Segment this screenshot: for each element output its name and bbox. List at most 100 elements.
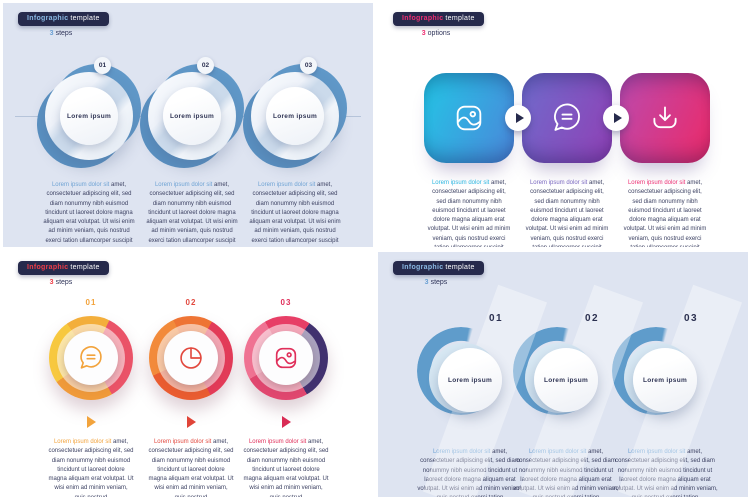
play-icon [515, 113, 524, 123]
ring-center [259, 331, 313, 385]
step-description: Lorem ipsum dolor sit amet, consectetuer… [247, 181, 343, 247]
option-card [620, 73, 710, 163]
description-body: amet, consectetuer adipiscing elit, sed … [525, 180, 609, 247]
count-number: 3 [421, 30, 426, 37]
badge-suffix: template [70, 264, 100, 271]
step-count: 3 steps [18, 30, 104, 37]
step-circle: Lorem ipsum 03 [240, 57, 350, 171]
description-body: amet, consectetuer adipiscing elit, sed … [513, 449, 619, 497]
count-label: options [427, 30, 451, 37]
description-lead: Lorem ipsum dolor sit [432, 449, 491, 455]
image-icon [456, 105, 482, 131]
description-lead: Lorem ipsum dolor sit [627, 449, 686, 455]
download-icon [653, 106, 677, 129]
step-description: Lorem ipsum dolor sit amet, consectetuer… [611, 448, 719, 497]
step-count: 3 steps [393, 279, 479, 286]
badge-brand: Infographic [402, 264, 444, 271]
circle-label-text: Lorem ipsum [272, 112, 318, 120]
step-number-badge: 01 [94, 57, 111, 74]
template-preview-options-gradient[interactable]: Infographic template 3 options Lorem ipsum… [378, 3, 748, 247]
badge-suffix: template [445, 264, 475, 271]
description-body: amet, consectetuer adipiscing elit, sed … [48, 439, 134, 497]
option-count: 3 options [393, 30, 479, 37]
template-preview-steps-blue[interactable]: Infographic template 3 steps Lorem ipsum 0… [3, 3, 373, 247]
option-card [424, 73, 514, 163]
step-description: Lorem ipsum dolor sit amet, consectetuer… [148, 438, 234, 497]
description-body: amet, consectetuer adipiscing elit, sed … [243, 439, 329, 497]
circle-label-text: Lorem ipsum [642, 376, 688, 384]
description-body: amet, consectetuer adipiscing elit, sed … [249, 182, 341, 244]
template-badge: Infographic template [393, 12, 484, 26]
step-ring [49, 316, 133, 400]
ring-center [164, 331, 218, 385]
count-number: 3 [424, 279, 429, 286]
step-number: 02 [585, 313, 600, 324]
ring-center [64, 331, 118, 385]
arrow-triangle [187, 416, 196, 428]
play-icon [613, 113, 622, 123]
step-description: Lorem ipsum dolor sit amet, consectetuer… [48, 438, 134, 497]
count-label: steps [430, 279, 448, 286]
step-ring [244, 316, 328, 400]
description-lead: Lorem ipsum dolor sit [153, 439, 212, 445]
template-preview-steps-crescent[interactable]: Infographic template 3 steps Lorem ipsum 0… [378, 252, 748, 497]
description-lead: Lorem ipsum dolor sit [529, 180, 588, 186]
description-body: amet, consectetuer adipiscing elit, sed … [148, 439, 234, 497]
step-number: 02 [185, 298, 197, 307]
step-circle: Lorem ipsum 03 [612, 284, 743, 497]
step-circle: Lorem ipsum 02 [137, 57, 247, 171]
option-description: Lorem ipsum dolor sit amet, consectetuer… [623, 179, 707, 247]
circle-label-text: Lorem ipsum [543, 376, 589, 384]
circle-label: Lorem ipsum [534, 348, 598, 412]
badge-suffix: template [70, 15, 100, 22]
badge-brand: Infographic [402, 15, 444, 22]
step-number-badge: 02 [197, 57, 214, 74]
template-badge: Infographic template [393, 261, 484, 275]
description-body: amet, consectetuer adipiscing elit, sed … [146, 182, 238, 244]
count-number: 3 [49, 30, 54, 37]
circle-label-text: Lorem ipsum [169, 112, 215, 120]
circle-label-text: Lorem ipsum [447, 376, 493, 384]
step-circle: Lorem ipsum 02 [513, 284, 644, 497]
description-body: amet, consectetuer adipiscing elit, sed … [43, 182, 135, 244]
step-number: 03 [684, 313, 699, 324]
step-description: Lorem ipsum dolor sit amet, consectetuer… [41, 181, 137, 247]
circle-label: Lorem ipsum [60, 87, 118, 145]
chat-icon [80, 346, 102, 369]
pie-chart-icon [180, 347, 202, 369]
circle-label: Lorem ipsum [633, 348, 697, 412]
count-number: 3 [49, 279, 54, 286]
step-number-badge: 03 [300, 57, 317, 74]
description-lead: Lorem ipsum dolor sit [154, 182, 213, 188]
step-description: Lorem ipsum dolor sit amet, consectetuer… [512, 448, 620, 497]
next-arrow-button [505, 105, 531, 131]
description-lead: Lorem ipsum dolor sit [53, 439, 112, 445]
description-body: amet, consectetuer adipiscing elit, sed … [612, 449, 718, 497]
description-lead: Lorem ipsum dolor sit [528, 449, 587, 455]
description-lead: Lorem ipsum dolor sit [627, 180, 686, 186]
circle-label: Lorem ipsum [163, 87, 221, 145]
step-number: 03 [280, 298, 292, 307]
arrow-triangle [282, 416, 291, 428]
description-body: amet, consectetuer adipiscing elit, sed … [417, 449, 523, 497]
next-arrow-button [603, 105, 629, 131]
description-lead: Lorem ipsum dolor sit [257, 182, 316, 188]
description-body: amet, consectetuer adipiscing elit, sed … [427, 180, 511, 247]
option-card [522, 73, 612, 163]
circle-label: Lorem ipsum [266, 87, 324, 145]
template-badge: Infographic template [18, 261, 109, 275]
description-lead: Lorem ipsum dolor sit [51, 182, 110, 188]
template-preview-steps-warm[interactable]: Infographic template 3 steps 01 02 03 [3, 252, 373, 497]
count-label: steps [55, 279, 73, 286]
step-circle: Lorem ipsum 01 [34, 57, 144, 171]
step-description: Lorem ipsum dolor sit amet, consectetuer… [144, 181, 240, 247]
description-lead: Lorem ipsum dolor sit [248, 439, 307, 445]
count-label: steps [55, 30, 73, 37]
step-description: Lorem ipsum dolor sit amet, consectetuer… [243, 438, 329, 497]
step-ring [149, 316, 233, 400]
option-description: Lorem ipsum dolor sit amet, consectetuer… [427, 179, 511, 247]
chat-icon [554, 103, 580, 131]
image-icon [275, 347, 297, 369]
arrow-triangle [87, 416, 96, 428]
badge-brand: Infographic [27, 264, 69, 271]
